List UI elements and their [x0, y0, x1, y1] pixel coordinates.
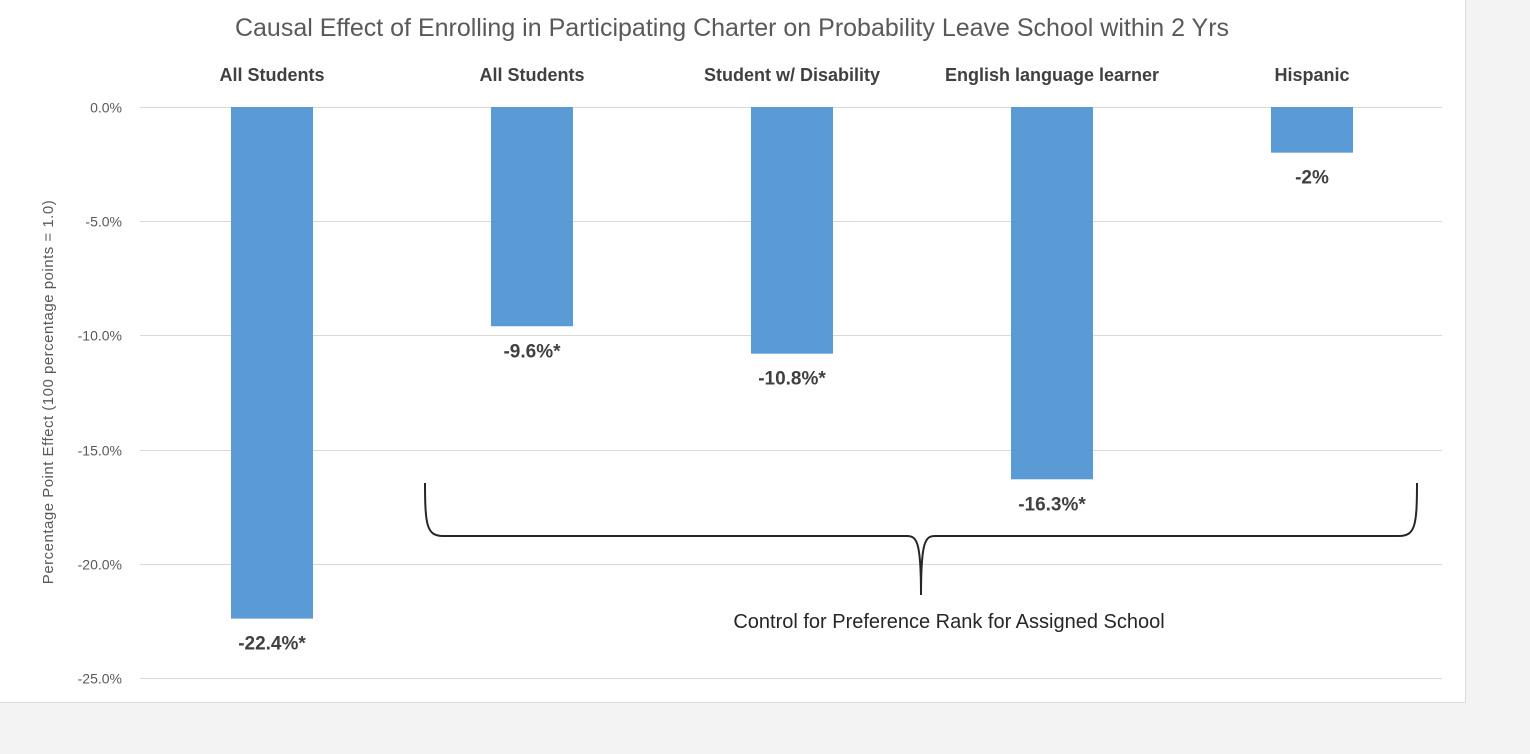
data-label: -16.3%* [1018, 494, 1086, 515]
category-labels: All Students All Students Student w/ Disab… [219, 65, 1349, 85]
bar [231, 107, 313, 619]
chart-title: Causal Effect of Enrolling in Participat… [235, 14, 1229, 42]
data-label: -9.6%* [503, 341, 561, 362]
group-brace [424, 482, 1418, 596]
data-label: -10.8%* [758, 369, 826, 390]
category-label: Student w/ Disability [704, 65, 880, 85]
category-label: English language learner [945, 65, 1159, 85]
bar [751, 107, 833, 354]
bar [1011, 107, 1093, 480]
y-tick-label: -10.0% [78, 328, 122, 344]
y-axis-ticks: 0.0% -5.0% -10.0% -15.0% -20.0% -25.0% [78, 100, 122, 687]
category-label: All Students [479, 65, 584, 85]
data-label: -22.4%* [238, 634, 306, 655]
annotation-text: Control for Preference Rank for Assigned… [733, 611, 1164, 633]
data-labels: -22.4%* -9.6%* -10.8%* -16.3%* -2% [238, 168, 1329, 655]
y-axis-label: Percentage Point Effect (100 percentage … [40, 200, 57, 584]
y-tick-label: -5.0% [85, 214, 122, 230]
y-tick-label: -15.0% [78, 443, 122, 459]
bars [231, 107, 1353, 619]
bar [1271, 107, 1353, 153]
y-tick-label: -20.0% [78, 557, 122, 573]
bar [491, 107, 573, 327]
data-label: -2% [1295, 168, 1329, 189]
category-label: Hispanic [1274, 65, 1349, 85]
y-tick-label: 0.0% [90, 100, 122, 116]
category-label: All Students [219, 65, 324, 85]
y-tick-label: -25.0% [78, 671, 122, 687]
